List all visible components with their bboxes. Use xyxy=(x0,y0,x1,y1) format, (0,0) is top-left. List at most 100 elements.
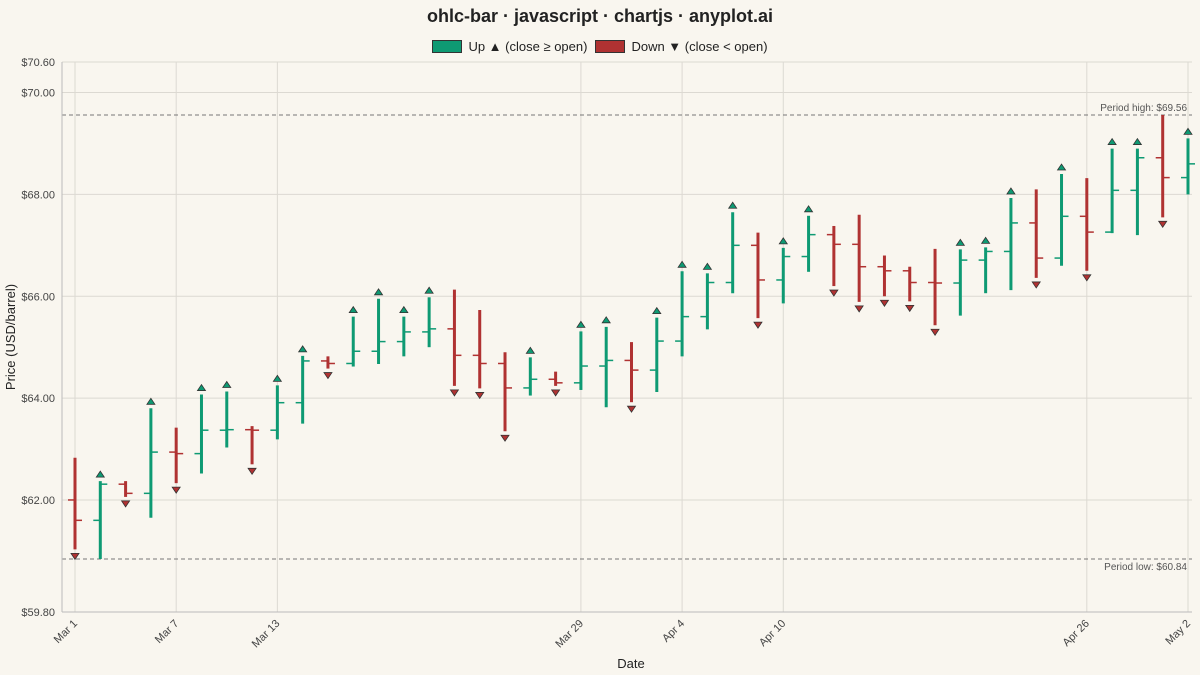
up-marker-icon xyxy=(196,383,207,391)
legend: Up ▲ (close ≥ open) Down ▼ (close < open… xyxy=(0,39,1200,54)
y-tick-label: $68.00 xyxy=(21,189,55,201)
ohlc-bar xyxy=(649,306,664,392)
ohlc-bar xyxy=(750,232,765,329)
ohlc-bar xyxy=(801,205,816,272)
ohlc-bar xyxy=(396,305,411,357)
down-marker-icon xyxy=(474,392,485,400)
ohlc-bar xyxy=(422,286,437,348)
ohlc-bar xyxy=(169,427,184,494)
ohlc-bar xyxy=(1155,114,1170,229)
up-marker-icon xyxy=(222,380,232,388)
ohlc-bar xyxy=(776,237,791,304)
ohlc-bar xyxy=(599,316,614,408)
ohlc-bar xyxy=(143,397,158,518)
ohlc-bar xyxy=(725,201,740,294)
down-marker-icon xyxy=(905,304,915,313)
up-marker-icon xyxy=(272,374,283,382)
ohlc-bar xyxy=(852,214,867,313)
up-marker-icon xyxy=(803,205,814,213)
ohlc-bar xyxy=(1130,137,1145,236)
ohlc-bar xyxy=(928,248,943,337)
up-marker-icon xyxy=(146,397,156,405)
x-tick-label: Apr 4 xyxy=(660,618,687,645)
ohlc-bar xyxy=(573,320,588,390)
down-marker-icon xyxy=(171,486,181,494)
legend-item-down[interactable]: Down ▼ (close < open) xyxy=(595,39,768,54)
period-low-label: Period low: $60.84 xyxy=(1104,562,1187,573)
ohlc-bar xyxy=(877,255,892,307)
down-marker-icon xyxy=(829,289,839,297)
ohlc-bar xyxy=(245,426,260,476)
up-marker-icon xyxy=(1056,163,1067,171)
y-tick-label: $59.80 xyxy=(21,607,55,619)
ohlc-bar xyxy=(320,356,335,380)
ohlc-bar xyxy=(1181,127,1195,195)
ohlc-bar xyxy=(1029,189,1044,289)
x-tick-label: May 2 xyxy=(1163,618,1193,648)
period-high-label: Period high: $69.56 xyxy=(1100,103,1187,114)
ohlc-bar xyxy=(219,380,234,448)
legend-swatch-down xyxy=(595,40,626,53)
ohlc-bar xyxy=(902,266,917,313)
down-marker-icon xyxy=(449,389,460,397)
up-marker-icon xyxy=(525,346,536,354)
ohlc-bar xyxy=(1105,137,1120,234)
grid xyxy=(62,61,1192,613)
up-marker-icon xyxy=(348,305,358,314)
ohlc-bar xyxy=(118,481,133,508)
x-tick-label: Mar 7 xyxy=(153,618,181,646)
chart-title: ohlc-bar · javascript · chartjs · anyplo… xyxy=(426,6,774,26)
up-marker-icon xyxy=(373,288,384,296)
down-marker-icon xyxy=(1157,220,1168,229)
up-marker-icon xyxy=(1107,137,1117,145)
up-marker-icon xyxy=(424,286,434,294)
up-marker-icon xyxy=(601,316,611,324)
up-marker-icon xyxy=(95,470,106,478)
ohlc-bar xyxy=(523,346,538,396)
ohlc-bar xyxy=(1079,178,1094,282)
ohlc-bar xyxy=(1003,187,1018,291)
ohlc-bar xyxy=(675,260,690,357)
down-marker-icon xyxy=(626,405,637,413)
ohlc-bar xyxy=(548,371,563,397)
down-marker-icon xyxy=(930,328,940,337)
y-tick-label: $66.00 xyxy=(21,291,55,303)
y-tick-label: $64.00 xyxy=(21,393,55,405)
ohlc-bar xyxy=(700,262,715,330)
up-marker-icon xyxy=(1183,127,1193,135)
legend-label-up: Up ▲ (close ≥ open) xyxy=(468,39,588,54)
down-marker-icon xyxy=(500,434,510,442)
y-tick-label: $62.00 xyxy=(21,495,55,507)
up-marker-icon xyxy=(652,306,662,315)
up-marker-icon xyxy=(677,260,687,268)
up-marker-icon xyxy=(1132,137,1143,145)
legend-label-down: Down ▼ (close < open) xyxy=(631,39,768,54)
ohlc-bar xyxy=(1054,163,1069,266)
down-marker-icon xyxy=(550,389,561,397)
legend-item-up[interactable]: Up ▲ (close ≥ open) xyxy=(432,39,587,54)
down-marker-icon xyxy=(1082,274,1092,282)
down-marker-icon xyxy=(120,500,131,508)
reference-lines: Period high: $69.56 Period low: $60.84 xyxy=(62,103,1192,573)
ohlc-bar xyxy=(826,225,841,297)
legend-swatch-up xyxy=(432,40,463,53)
up-marker-icon xyxy=(297,345,308,353)
down-marker-icon xyxy=(854,305,864,313)
ohlc-bar xyxy=(68,457,82,561)
up-marker-icon xyxy=(702,262,713,270)
ohlc-bar xyxy=(498,352,513,442)
up-marker-icon xyxy=(399,305,409,314)
ohlc-bars xyxy=(68,114,1195,561)
down-marker-icon xyxy=(323,372,333,380)
x-tick-label: Mar 1 xyxy=(52,618,80,646)
ohlc-bar xyxy=(953,238,968,316)
y-axis-label: Price (USD/barrel) xyxy=(3,284,18,390)
down-marker-icon xyxy=(879,299,890,307)
ohlc-bar xyxy=(270,374,285,440)
y-tick-label: $70.60 xyxy=(21,57,55,69)
ohlc-bar xyxy=(624,342,639,413)
ohlc-bar xyxy=(371,288,386,364)
ohlc-bar xyxy=(93,470,108,560)
up-marker-icon xyxy=(1006,187,1016,195)
